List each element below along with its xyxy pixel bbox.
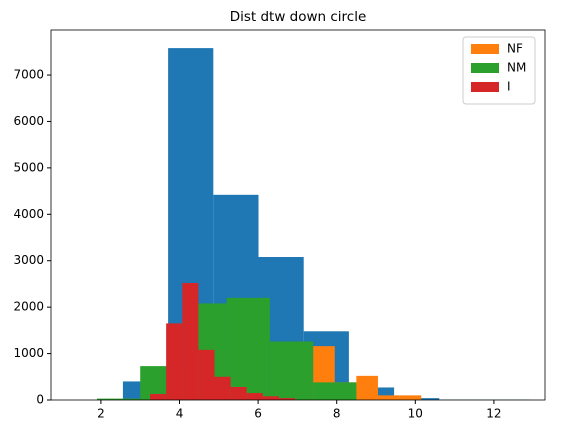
y-tick-label: 4000 bbox=[13, 207, 44, 221]
x-tick-label: 4 bbox=[176, 407, 184, 421]
y-tick-label: 0 bbox=[36, 393, 44, 407]
legend-swatch bbox=[471, 82, 499, 92]
bar bbox=[226, 297, 270, 400]
bar bbox=[269, 341, 314, 400]
plot-frame bbox=[50, 29, 546, 401]
bar bbox=[230, 387, 247, 400]
legend-swatch bbox=[471, 44, 499, 54]
legend-swatch bbox=[471, 63, 499, 73]
legend-label: I bbox=[507, 80, 511, 94]
y-tick-label: 5000 bbox=[13, 160, 44, 174]
legend-label: NM bbox=[507, 61, 526, 75]
bar bbox=[246, 393, 263, 400]
bar bbox=[262, 396, 279, 400]
bar bbox=[96, 398, 141, 400]
bar bbox=[214, 376, 231, 400]
bar bbox=[356, 375, 378, 400]
x-tick-label: 2 bbox=[97, 407, 105, 421]
x-tick-label: 10 bbox=[408, 407, 423, 421]
legend-label: NF bbox=[507, 42, 523, 56]
bar bbox=[182, 283, 199, 400]
bar bbox=[198, 349, 215, 400]
y-tick-label: 6000 bbox=[13, 114, 44, 128]
bar bbox=[399, 395, 422, 400]
bar bbox=[278, 398, 296, 400]
y-tick-label: 2000 bbox=[13, 300, 44, 314]
x-tick-label: 12 bbox=[486, 407, 501, 421]
bar bbox=[313, 382, 357, 400]
x-tick-label: 6 bbox=[254, 407, 262, 421]
y-tick-label: 7000 bbox=[13, 68, 44, 82]
bar bbox=[150, 393, 167, 400]
bar bbox=[166, 323, 183, 400]
y-tick-label: 3000 bbox=[13, 253, 44, 267]
y-tick-label: 1000 bbox=[13, 346, 44, 360]
chart-title: Dist dtw down circle bbox=[230, 9, 367, 25]
bar bbox=[377, 395, 400, 400]
x-tick-label: 8 bbox=[333, 407, 341, 421]
